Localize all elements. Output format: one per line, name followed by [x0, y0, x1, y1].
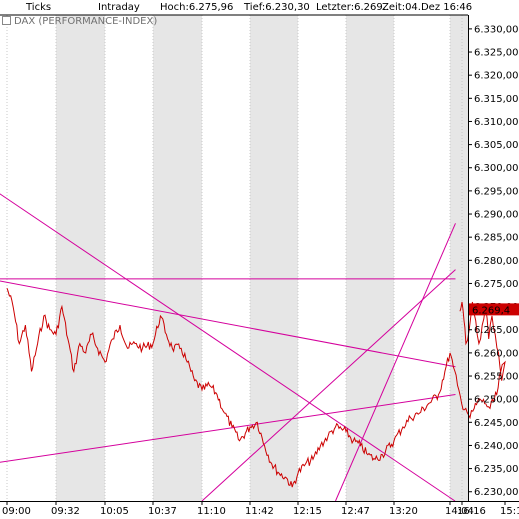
- y-tick-label: 6.285,00: [474, 233, 519, 244]
- time-band: [56, 15, 105, 501]
- x-tick-label: 16:16: [457, 506, 486, 517]
- y-tick-label: 6.245,00: [474, 418, 519, 429]
- y-tick-label: 6.280,00: [474, 256, 519, 267]
- x-tick-label: 10:05: [100, 506, 129, 517]
- x-tick-label: 12:47: [341, 506, 370, 517]
- high-value: Hoch:6.275,96: [160, 2, 234, 13]
- y-tick-label: 6.315,00: [474, 94, 519, 105]
- y-tick-label: 6.290,00: [474, 210, 519, 221]
- y-tick-label: 6.230,00: [474, 487, 519, 498]
- time-value: Zeit:04.Dez 16:46: [382, 2, 473, 13]
- y-tick-label: 6.305,00: [474, 140, 519, 151]
- y-tick-label: 6.250,00: [474, 395, 519, 406]
- y-tick-label: 6.260,00: [474, 348, 519, 359]
- trendline: [0, 193, 456, 502]
- series-legend: DAX (PERFORMANCE-INDEX): [2, 16, 157, 27]
- x-tick-label: 13:20: [389, 506, 418, 517]
- x-tick-label: 12:15: [293, 506, 322, 517]
- price-line: [6, 287, 506, 488]
- x-tick-label: 11:10: [197, 506, 226, 517]
- time-band: [346, 15, 394, 501]
- y-tick-label: 6.310,00: [474, 117, 519, 128]
- y-tick-label: 6.255,00: [474, 372, 519, 383]
- y-tick-label: 6.240,00: [474, 441, 519, 452]
- time-band: [153, 15, 202, 501]
- x-tick-label: 15:10: [500, 506, 519, 517]
- x-tick-label: 14:04: [445, 506, 474, 517]
- y-tick-label: 6.330,00: [474, 24, 519, 35]
- time-band: [450, 15, 468, 501]
- last-value: Letzter:6.269..: [316, 2, 390, 13]
- x-tick-label: 09:00: [2, 506, 31, 517]
- legend-label: DAX (PERFORMANCE-INDEX): [14, 16, 158, 27]
- time-band: [250, 15, 298, 501]
- legend-checkbox[interactable]: [2, 16, 11, 25]
- low-value: Tief:6.230,30: [244, 2, 310, 13]
- x-tick-label: 11:42: [245, 506, 274, 517]
- trendline: [0, 394, 456, 463]
- x-tick-label: 09:32: [51, 506, 80, 517]
- trendline: [335, 223, 456, 502]
- y-tick-label: 6.300,00: [474, 163, 519, 174]
- y-tick-label: 6.325,00: [474, 48, 519, 59]
- last-price-marker: [469, 303, 519, 316]
- y-tick-label: 6.265,00: [474, 325, 519, 336]
- ticks-selector[interactable]: Ticks: [26, 2, 52, 13]
- y-tick-label: 6.320,00: [474, 71, 519, 82]
- period-selector[interactable]: Intraday: [98, 2, 140, 13]
- y-tick-label: 6.295,00: [474, 186, 519, 197]
- trendline: [0, 280, 456, 368]
- trendline: [201, 269, 456, 502]
- last-price-label: 6.269,4: [472, 305, 510, 316]
- header-bar: Ticks Intraday Hoch:6.275,96 Tief:6.230,…: [0, 0, 519, 15]
- y-tick-label: 6.275,00: [474, 279, 519, 290]
- x-tick-label: 10:37: [148, 506, 177, 517]
- y-tick-label: 6.235,00: [474, 464, 519, 475]
